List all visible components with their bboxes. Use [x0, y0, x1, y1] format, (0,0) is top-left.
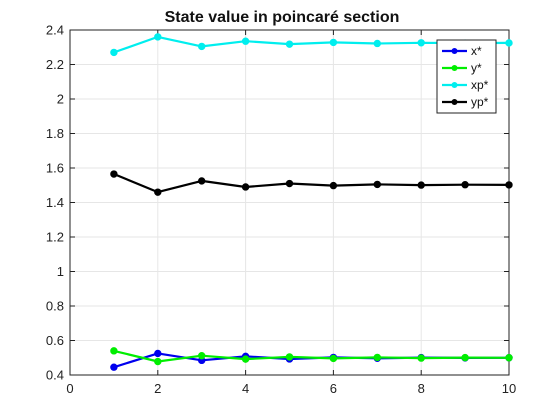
x-tick-label: 10 — [502, 381, 516, 396]
legend-box — [436, 39, 497, 114]
data-point — [505, 181, 513, 189]
data-point — [154, 188, 162, 196]
data-point — [373, 353, 381, 362]
legend-marker — [451, 82, 458, 88]
data-point — [154, 357, 162, 366]
legend-item: x* — [442, 44, 482, 58]
y-tick-label: 0.4 — [46, 368, 64, 383]
y-tick-label: 0.6 — [46, 333, 64, 348]
legend-marker — [451, 99, 458, 105]
plot-frame — [69, 29, 510, 376]
x-tick-label: 0 — [66, 381, 73, 396]
data-point — [285, 179, 294, 188]
axes: 0 2 4 6 8 10 0.4 0.6 0.8 1 1.2 1.4 1.6 1.8 2 2.2 2.4 — [46, 23, 516, 397]
y-tick-label: 2.4 — [46, 23, 64, 38]
data-point — [329, 38, 338, 47]
data-point — [373, 39, 381, 48]
x-tick-label: 6 — [330, 381, 337, 396]
data-point — [198, 351, 206, 360]
y-tick-label: 1.8 — [46, 126, 64, 141]
data-point — [329, 354, 338, 363]
data-point — [417, 354, 425, 362]
data-point — [241, 355, 250, 363]
data-point — [154, 33, 162, 41]
series-2 — [110, 347, 513, 366]
legend-item: y* — [442, 61, 482, 75]
data-point — [285, 353, 294, 361]
y-tick-label: 1.4 — [46, 195, 64, 210]
chart-title: State value in poincaré section — [165, 9, 400, 26]
data-point — [417, 39, 425, 47]
series-line — [113, 349, 510, 363]
data-point — [241, 183, 250, 191]
y-tick-label: 2.2 — [46, 57, 64, 72]
x-tick-label: 2 — [154, 381, 161, 396]
x-tick-label: 4 — [242, 381, 249, 396]
legend-label: x* — [471, 44, 482, 58]
data-point — [110, 170, 118, 178]
data-point — [110, 363, 118, 371]
x-tick-label: 8 — [418, 381, 425, 396]
y-tick-label: 1 — [57, 264, 64, 279]
legend-label: yp* — [471, 95, 489, 109]
y-tick-label: 1.6 — [46, 161, 64, 176]
legend-label: y* — [471, 61, 482, 75]
data-point — [505, 354, 513, 362]
legend-item: xp* — [442, 78, 489, 92]
data-point — [461, 181, 469, 189]
legend-item: yp* — [442, 95, 489, 109]
data-point — [110, 347, 118, 355]
legend-marker — [451, 65, 458, 71]
y-tick-label: 0.8 — [46, 299, 64, 314]
data-point — [154, 349, 162, 358]
data-point — [198, 42, 206, 51]
data-point — [110, 48, 118, 57]
y-tick-label: 2 — [57, 92, 64, 107]
legend-marker — [451, 48, 458, 54]
data-point — [461, 353, 469, 362]
series-layer — [110, 33, 513, 371]
data-point — [505, 39, 513, 47]
grid — [69, 29, 510, 376]
data-point — [329, 181, 338, 190]
data-point — [285, 40, 294, 48]
data-point — [373, 180, 381, 189]
series-line — [113, 172, 510, 194]
data-point — [241, 37, 250, 45]
data-point — [198, 177, 206, 185]
data-point — [417, 181, 425, 189]
series-4 — [110, 170, 513, 196]
legend-label: xp* — [471, 78, 489, 92]
legend: x* y* xp* yp* — [436, 39, 497, 114]
y-tick-label: 1.2 — [46, 230, 64, 245]
